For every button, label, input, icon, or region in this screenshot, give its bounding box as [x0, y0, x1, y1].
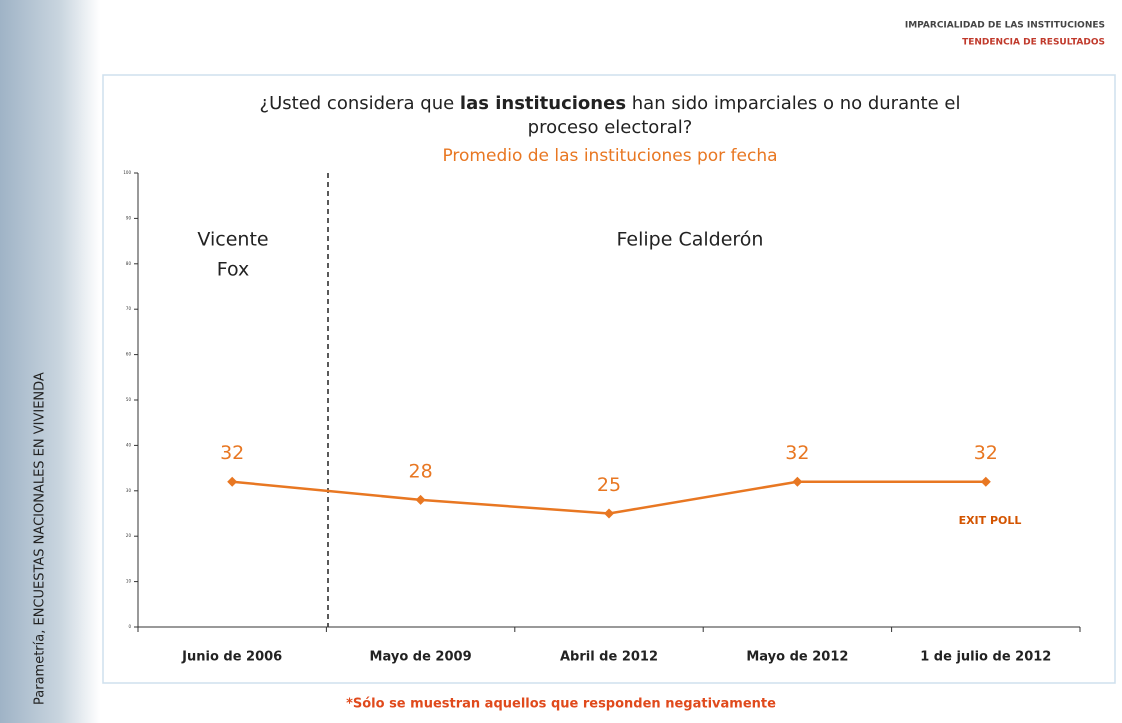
chart-title: ¿Usted considera que las instituciones h… [250, 92, 970, 140]
data-label: 32 [974, 442, 998, 464]
y-tick-label: 10 [126, 579, 132, 584]
y-tick-label: 20 [126, 533, 132, 538]
annotation: Fox [217, 259, 250, 281]
title-part: ¿Usted considera que [259, 93, 460, 114]
annotation: EXIT POLL [959, 514, 1022, 527]
x-tick-label: 1 de julio de 2012 [920, 650, 1051, 665]
chart-frame [102, 74, 1116, 684]
y-tick-label: 100 [123, 170, 131, 175]
annotation: Vicente [197, 229, 268, 251]
header-title: IMPARCIALIDAD DE LAS INSTITUCIONES [905, 21, 1105, 31]
y-tick-label: 70 [126, 306, 132, 311]
y-tick-label: 90 [126, 215, 132, 220]
y-tick-label: 80 [126, 261, 132, 266]
point [604, 508, 614, 519]
point [227, 476, 238, 487]
y-tick-label: 50 [126, 397, 132, 402]
data-label: 28 [409, 460, 433, 482]
y-tick-label: 0 [128, 624, 131, 629]
chart-subtitle: Promedio de las instituciones por fecha [442, 146, 778, 166]
data-label: 32 [220, 442, 244, 464]
x-tick-label: Mayo de 2012 [746, 650, 848, 665]
side-decoration [0, 0, 100, 723]
footnote: *Sólo se muestran aquellos que responden… [346, 697, 776, 712]
point [792, 476, 803, 487]
y-tick-label: 40 [126, 442, 132, 447]
data-label: 25 [597, 474, 621, 496]
annotation: Felipe Calderón [617, 229, 764, 251]
x-tick-label: Junio de 2006 [181, 650, 282, 665]
x-tick-label: Mayo de 2009 [370, 650, 472, 665]
y-tick-label: 60 [126, 352, 132, 357]
side-text: Parametría, ENCUESTAS NACIONALES EN VIVI… [33, 372, 48, 705]
data-label: 32 [785, 442, 809, 464]
title-part: han sido imparciales o no durante el pro… [527, 93, 961, 138]
point [980, 476, 991, 487]
title-part: las instituciones [459, 93, 627, 114]
point [415, 494, 426, 505]
header-subtitle: TENDENCIA DE RESULTADOS [962, 38, 1105, 48]
x-tick-label: Abril de 2012 [560, 650, 658, 665]
y-tick-label: 30 [126, 488, 132, 493]
